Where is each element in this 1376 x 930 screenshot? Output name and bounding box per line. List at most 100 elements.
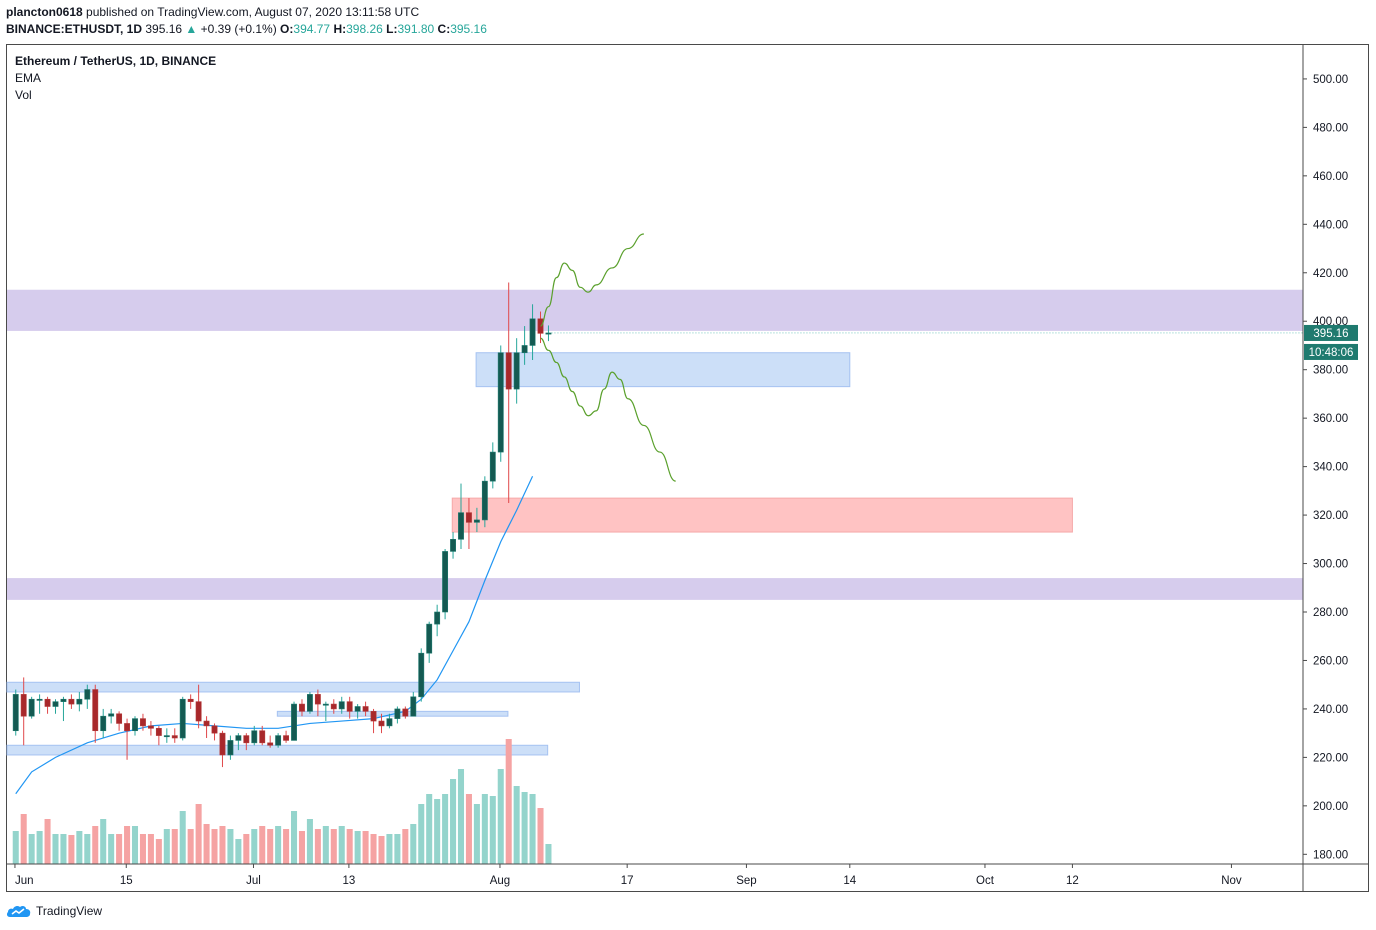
candle[interactable]: [187, 698, 194, 702]
candle[interactable]: [124, 723, 130, 732]
projection-bearish-line[interactable]: [540, 337, 676, 482]
volume-bar: [426, 794, 433, 864]
candle[interactable]: [322, 703, 329, 706]
candle[interactable]: [52, 701, 59, 707]
candle[interactable]: [291, 703, 297, 741]
candle[interactable]: [259, 730, 266, 744]
candle[interactable]: [163, 735, 170, 738]
candle[interactable]: [378, 720, 385, 727]
candle[interactable]: [314, 694, 321, 705]
candle[interactable]: [410, 696, 417, 717]
price-tick-label: 360.00: [1313, 413, 1348, 425]
candle[interactable]: [84, 689, 91, 700]
chart-legend: Ethereum / TetherUS, 1D, BINANCE EMA Vol: [15, 53, 216, 104]
candle[interactable]: [505, 352, 512, 390]
volume-bar: [481, 794, 488, 864]
candle[interactable]: [458, 512, 464, 540]
volume-bar: [354, 831, 361, 864]
legend-vol[interactable]: Vol: [15, 88, 32, 102]
zone-support-1[interactable]: [7, 578, 1303, 600]
candle[interactable]: [299, 703, 305, 712]
candle[interactable]: [60, 698, 67, 702]
candle[interactable]: [235, 735, 242, 741]
candle[interactable]: [28, 698, 35, 717]
candle[interactable]: [370, 711, 377, 722]
zone-range-6[interactable]: [6, 744, 549, 756]
candle[interactable]: [147, 725, 154, 729]
candle[interactable]: [36, 698, 43, 701]
candle[interactable]: [338, 701, 345, 710]
candle[interactable]: [76, 698, 83, 705]
legend-ema[interactable]: EMA: [15, 71, 42, 85]
candle[interactable]: [12, 694, 19, 732]
candle[interactable]: [450, 539, 456, 552]
zone-resistance-0[interactable]: [7, 289, 1303, 331]
last-price-box[interactable]: [1304, 324, 1358, 341]
candle[interactable]: [529, 318, 536, 346]
candle[interactable]: [20, 694, 27, 717]
candle[interactable]: [442, 551, 449, 613]
candle[interactable]: [116, 713, 123, 724]
candle[interactable]: [275, 735, 282, 746]
candle[interactable]: [100, 715, 107, 732]
candle[interactable]: [362, 706, 369, 712]
candle[interactable]: [243, 735, 250, 744]
candle[interactable]: [251, 730, 258, 744]
candle[interactable]: [203, 720, 210, 727]
countdown-label: 10:48:06: [1309, 347, 1354, 359]
candle[interactable]: [44, 698, 51, 707]
open-label: O:: [280, 22, 294, 36]
volume-bar: [227, 829, 234, 864]
volume-bar: [235, 839, 242, 864]
zone-demand-2[interactable]: [475, 352, 851, 388]
candle[interactable]: [481, 480, 488, 521]
candle[interactable]: [283, 735, 290, 741]
candle[interactable]: [132, 718, 138, 732]
candle[interactable]: [219, 732, 226, 756]
candle[interactable]: [466, 512, 472, 523]
volume-bar: [259, 826, 266, 864]
candle[interactable]: [155, 728, 162, 736]
zone-range-4[interactable]: [6, 681, 580, 693]
candle[interactable]: [227, 740, 234, 756]
candle[interactable]: [394, 708, 401, 719]
candle[interactable]: [307, 694, 313, 712]
candle[interactable]: [92, 689, 99, 732]
candle[interactable]: [473, 519, 480, 523]
candle[interactable]: [489, 451, 496, 482]
change-value: +0.39 (+0.1%): [200, 22, 277, 36]
candle[interactable]: [330, 703, 337, 710]
volume-bar: [147, 834, 154, 864]
zone-supply-3[interactable]: [451, 497, 1073, 533]
candle[interactable]: [211, 725, 218, 734]
candle[interactable]: [179, 698, 186, 739]
candle[interactable]: [537, 318, 544, 334]
legend-title[interactable]: Ethereum / TetherUS, 1D, BINANCE: [15, 54, 217, 68]
candle[interactable]: [497, 352, 504, 453]
candle[interactable]: [171, 735, 178, 739]
candle[interactable]: [418, 652, 425, 698]
candle[interactable]: [402, 708, 409, 717]
candle[interactable]: [434, 611, 441, 625]
volume-bar: [44, 819, 51, 864]
candle[interactable]: [354, 706, 361, 712]
volume-bar: [179, 811, 186, 864]
candle[interactable]: [140, 718, 146, 727]
candle[interactable]: [267, 742, 274, 746]
candle[interactable]: [108, 713, 115, 717]
candle[interactable]: [195, 701, 202, 722]
projection-bullish-line[interactable]: [540, 233, 644, 327]
tradingview-logo[interactable]: TradingView: [6, 903, 102, 919]
candle[interactable]: [521, 345, 528, 354]
candle[interactable]: [68, 698, 75, 705]
candle[interactable]: [426, 623, 433, 654]
candle[interactable]: [513, 352, 520, 390]
volume-bar: [211, 829, 218, 864]
author-name[interactable]: plancton0618: [6, 5, 83, 19]
volume-bar: [163, 829, 170, 864]
candle[interactable]: [386, 718, 393, 727]
candle[interactable]: [346, 701, 353, 712]
volume-bar: [497, 769, 504, 864]
volume-bar: [346, 829, 353, 864]
